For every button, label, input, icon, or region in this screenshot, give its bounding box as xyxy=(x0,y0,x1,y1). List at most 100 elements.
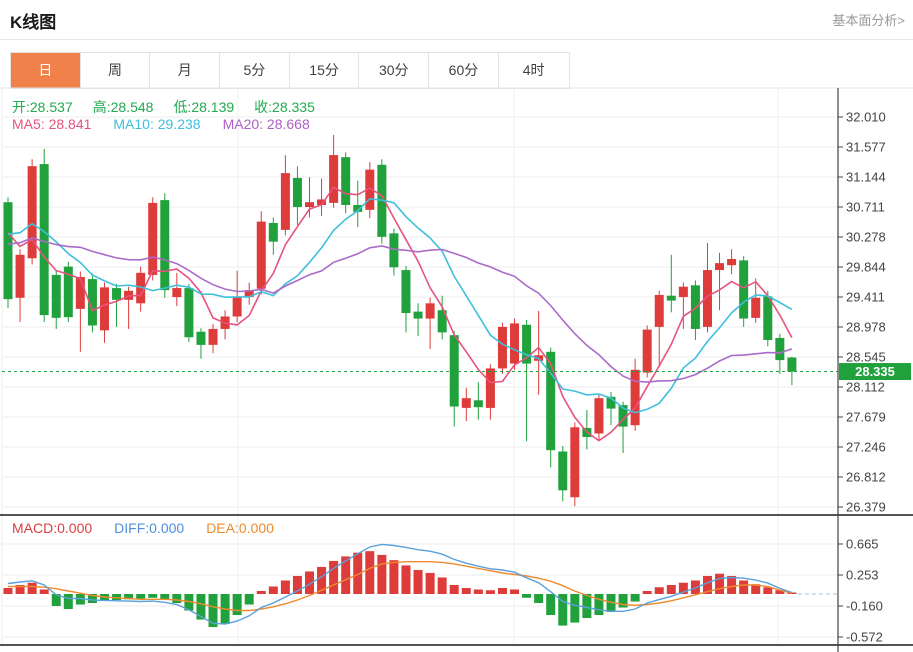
candle-body xyxy=(341,157,351,205)
macd-tick-label: 0.253 xyxy=(846,568,879,583)
macd-bar xyxy=(558,594,568,626)
macd-bar xyxy=(485,590,495,594)
macd-bar xyxy=(546,594,556,616)
macd-bar xyxy=(329,560,339,594)
candle-body xyxy=(594,398,604,434)
price-tick-label: 26.812 xyxy=(846,470,886,485)
tab-60分[interactable]: 60分 xyxy=(429,53,499,88)
macd-bar xyxy=(763,587,773,594)
candle-body xyxy=(136,272,146,304)
candle-body xyxy=(739,260,749,319)
tab-15分[interactable]: 15分 xyxy=(289,53,360,88)
macd-bar xyxy=(606,594,616,613)
macd-bar xyxy=(401,565,411,594)
candle-body xyxy=(751,297,761,318)
macd-bar xyxy=(124,594,134,600)
ma20-value: MA20: 28.668 xyxy=(222,116,310,132)
candle-body xyxy=(546,351,556,451)
candle-body xyxy=(160,200,170,291)
price-tick-label: 30.278 xyxy=(846,230,886,245)
macd-tick-label: 0.665 xyxy=(846,537,879,552)
candle-body xyxy=(196,331,206,345)
macd-bar xyxy=(678,582,688,594)
diff-line xyxy=(7,543,793,625)
macd-bar xyxy=(87,594,97,604)
ma5-line xyxy=(7,186,793,442)
ma10-line xyxy=(7,197,793,414)
candle-body xyxy=(365,169,375,210)
candle-body xyxy=(763,296,773,341)
macd-bar xyxy=(317,566,327,594)
macd-bar xyxy=(497,587,507,594)
macd-tick-label: -0.572 xyxy=(846,630,883,645)
candle-body xyxy=(172,288,182,298)
candle-body xyxy=(87,279,97,326)
tab-周[interactable]: 周 xyxy=(80,53,151,88)
macd-bar xyxy=(473,589,483,594)
macd-bar xyxy=(353,552,363,594)
candle-body xyxy=(184,288,194,338)
candle-body xyxy=(3,202,13,300)
diff-value: DIFF:0.000 xyxy=(114,520,185,536)
macd-bar xyxy=(292,575,302,594)
macd-bar xyxy=(570,594,580,623)
candle-body xyxy=(606,396,616,409)
ma-legend: MA5: 28.841 MA10: 29.238 MA20: 28.668 xyxy=(12,116,310,132)
close-value: 收:28.335 xyxy=(254,99,315,115)
macd-bar xyxy=(654,587,664,594)
macd-bar xyxy=(510,589,520,594)
price-tick-label: 29.411 xyxy=(846,290,885,305)
candle-body xyxy=(63,266,73,318)
tab-5分[interactable]: 5分 xyxy=(220,53,290,88)
macd-bar xyxy=(630,594,640,602)
macd-bar xyxy=(341,556,351,594)
macd-bar xyxy=(365,551,375,594)
macd-value: MACD:0.000 xyxy=(12,520,93,536)
macd-bar xyxy=(39,589,49,594)
tab-月[interactable]: 月 xyxy=(150,53,221,88)
price-tick-label: 28.978 xyxy=(846,320,886,335)
macd-bar xyxy=(256,590,266,594)
macd-bar xyxy=(449,584,459,594)
candle-body xyxy=(715,263,725,271)
macd-bar xyxy=(618,594,628,608)
fundamental-analysis-link[interactable]: 基本面分析> xyxy=(832,13,905,28)
candle-body xyxy=(413,311,423,319)
period-tabs: 日周月 5分 15分 30分 60分 4时 xyxy=(10,52,570,89)
macd-bar xyxy=(208,594,218,628)
candle-body xyxy=(461,398,471,408)
candle-body xyxy=(510,323,520,364)
macd-bar xyxy=(666,584,676,594)
tab-30分[interactable]: 30分 xyxy=(359,53,430,88)
price-tick-label: 27.679 xyxy=(846,410,886,425)
candle-body xyxy=(39,164,49,316)
macd-bar xyxy=(268,586,278,594)
macd-bar xyxy=(594,594,604,616)
candle-body xyxy=(485,368,495,408)
candle-body xyxy=(522,324,532,364)
macd-bar xyxy=(437,577,447,594)
macd-bar xyxy=(775,590,785,594)
price-tick-label: 30.711 xyxy=(846,200,885,215)
macd-bar xyxy=(3,587,13,594)
macd-bar xyxy=(15,584,25,594)
candle-body xyxy=(425,303,435,319)
tab-4时[interactable]: 4时 xyxy=(498,53,569,88)
tab-日[interactable]: 日 xyxy=(11,53,81,88)
candle-body xyxy=(630,369,640,426)
macd-bar xyxy=(148,594,158,598)
macd-bar xyxy=(787,592,797,594)
candle-body xyxy=(27,166,37,259)
macd-bar xyxy=(160,594,170,601)
open-value: 开:28.537 xyxy=(12,99,73,115)
macd-bar xyxy=(582,594,592,619)
low-value: 低:28.139 xyxy=(173,99,235,115)
candle-body xyxy=(256,221,266,289)
macd-bar xyxy=(75,594,85,605)
page-title: K线图 xyxy=(10,13,57,32)
price-tick-label: 31.144 xyxy=(846,170,886,185)
price-tick-label: 26.379 xyxy=(846,500,886,515)
macd-bar xyxy=(172,594,182,604)
macd-bar xyxy=(534,594,544,604)
